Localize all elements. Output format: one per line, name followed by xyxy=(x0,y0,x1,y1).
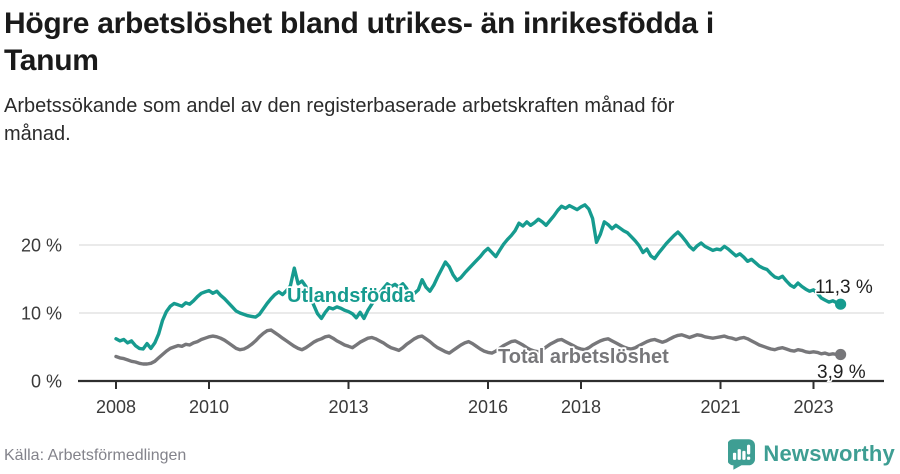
x-axis-tick-label: 2010 xyxy=(189,397,229,417)
page-title-line1: Högre arbetslöshet bland utrikes- än inr… xyxy=(4,7,714,40)
source-note: Källa: Arbetsförmedlingen xyxy=(4,447,187,464)
series-label-utlandsfodda: Utlandsfödda xyxy=(287,285,416,307)
y-axis-tick-label: 20 % xyxy=(21,236,62,256)
x-axis-tick-label: 2021 xyxy=(700,397,740,417)
end-value-label-total-arbetsloshet: 3,9 % xyxy=(817,362,866,383)
x-axis-tick-label: 2018 xyxy=(561,397,601,417)
page-title: Högre arbetslöshet bland utrikes- än inr… xyxy=(4,5,884,79)
chart-line-utlandsfodda xyxy=(114,203,843,351)
newsworthy-wordmark: Newsworthy xyxy=(763,441,895,466)
x-axis-labels: 2008 2010 2013 2016 2018 2021 2023 xyxy=(96,397,834,417)
y-axis-tick-label: 10 % xyxy=(21,304,62,324)
newsworthy-bubble-chart-icon xyxy=(728,438,756,470)
chart-line-total-arbetsloshet xyxy=(114,328,843,366)
page-title-line2: Tanum xyxy=(4,44,99,77)
x-axis-tick-label: 2008 xyxy=(96,397,136,417)
x-axis-tick-label: 2016 xyxy=(468,397,508,417)
x-axis-tick-label: 2023 xyxy=(793,397,833,417)
y-axis-tick-label: 0 % xyxy=(31,372,62,392)
end-dot-total-arbetsloshet xyxy=(835,348,847,361)
y-axis-labels: 0 % 10 % 20 % xyxy=(21,236,62,392)
end-value-label-utlandsfodda: 11,3 % xyxy=(815,277,873,298)
chart-subtitle: Arbetssökande som andel av den registerb… xyxy=(4,92,834,148)
x-axis-tick-label: 2013 xyxy=(328,397,368,417)
series-label-total-arbetsloshet: Total arbetslöshet xyxy=(498,346,669,368)
end-dot-utlandsfodda xyxy=(835,298,847,310)
gridlines xyxy=(79,244,884,314)
chart-subtitle-line1: Arbetssökande som andel av den registerb… xyxy=(4,95,675,117)
newsworthy-logo: Newsworthy xyxy=(728,437,895,471)
chart-subtitle-line2: månad. xyxy=(4,123,71,145)
x-axis-ticks xyxy=(115,382,815,389)
